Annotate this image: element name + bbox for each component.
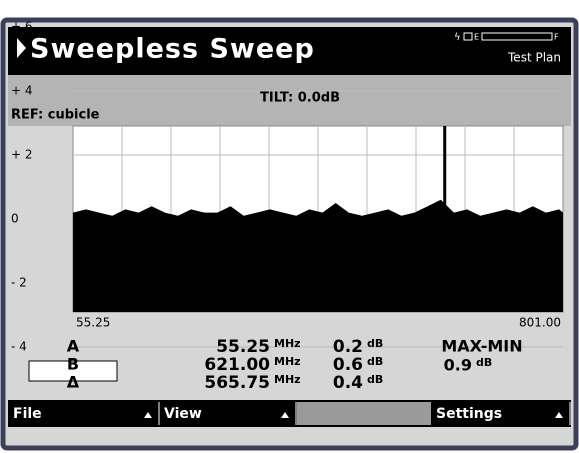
title: Sweepless Sweep (30, 34, 315, 65)
power-icon: ϟ (454, 32, 461, 43)
marker-name: A (67, 337, 80, 356)
softkey[interactable]: File (10, 402, 160, 425)
marker-freq: 621.00 (204, 355, 270, 375)
battery-bar (481, 32, 553, 41)
marker-level-unit: dB (367, 337, 383, 350)
marker-freq-unit: MHz (274, 337, 301, 350)
marker-freq: 55.25 (216, 337, 270, 357)
y-tick-label: - 2 (11, 276, 27, 290)
battery-full: F (554, 33, 559, 42)
tilt: TILT: 0.0dB (260, 91, 340, 106)
marker-level: 0.2 (333, 337, 363, 357)
y-tick-label: + 4 (11, 84, 33, 98)
softkey-arrow (144, 412, 152, 418)
marker-level-unit: dB (367, 355, 383, 368)
info-band (8, 75, 571, 126)
softkey-arrow (281, 412, 289, 418)
summary-value: 0.9 (444, 356, 472, 375)
mode-label: Test Plan (507, 51, 561, 65)
x-tick-label: 55.25 (76, 316, 110, 330)
softkey-bg (10, 402, 158, 425)
summary-label: MAX-MIN (441, 337, 522, 356)
softkey-label: View (164, 406, 202, 422)
plot (72, 90, 564, 348)
softkey-label: Settings (436, 406, 502, 422)
header-bar (8, 27, 571, 75)
trace (73, 199, 563, 312)
softkey[interactable]: Settings (433, 402, 571, 425)
marker-level: 0.6 (333, 355, 363, 375)
title-arrow (17, 38, 26, 58)
marker-freq-unit: MHz (274, 355, 301, 368)
marker-freq-unit: MHz (274, 373, 301, 386)
plug-icon (463, 32, 473, 41)
battery-empty: E (474, 33, 479, 42)
active-marker-box (28, 360, 118, 382)
y-tick-label: + 6 (11, 20, 33, 34)
y-tick-label: 0 (11, 212, 19, 226)
x-tick-label: 801.00 (519, 316, 561, 330)
y-tick-label: - 4 (11, 340, 27, 354)
summary-unit: dB (476, 356, 492, 369)
marker-name: B (67, 355, 79, 374)
ref: REF: cubicle (11, 108, 100, 123)
softkey-empty (297, 402, 431, 425)
marker-freq: 565.75 (204, 373, 270, 393)
marker-level-unit: dB (367, 373, 383, 386)
softkey-bg (433, 402, 569, 425)
y-tick-label: + 2 (11, 148, 33, 162)
marker-level: 0.4 (333, 373, 363, 393)
softkey-label: File (13, 406, 42, 422)
marker-name: Δ (67, 373, 80, 392)
softkey-bg (161, 402, 295, 425)
softkey[interactable]: View (161, 402, 297, 425)
softkey-arrow (555, 412, 563, 418)
